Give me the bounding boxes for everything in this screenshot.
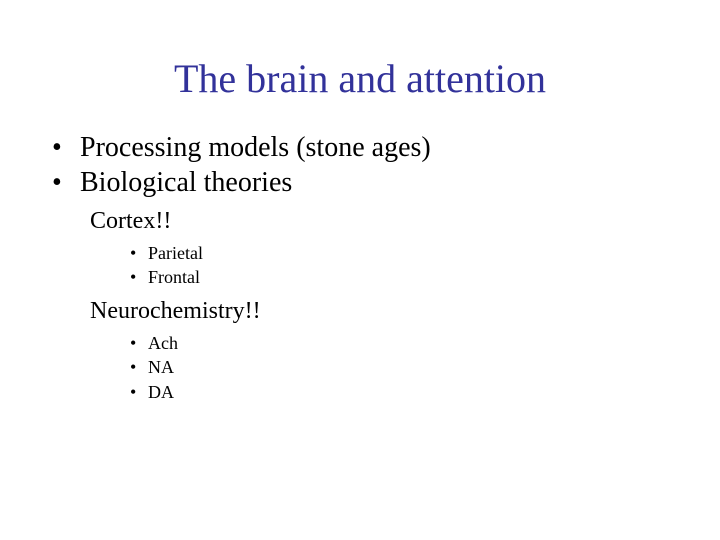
- bullet-list-level3: • Ach • NA • DA: [130, 331, 720, 404]
- list-item: • DA: [130, 380, 720, 404]
- bullet-icon: •: [52, 130, 80, 165]
- list-item-text: Ach: [148, 331, 178, 355]
- bullet-icon: •: [130, 355, 148, 379]
- slide: The brain and attention • Processing mod…: [0, 0, 720, 540]
- bullet-icon: •: [130, 380, 148, 404]
- list-item: • Parietal: [130, 241, 720, 265]
- slide-title: The brain and attention: [0, 55, 720, 102]
- list-item: • Biological theories: [52, 165, 720, 200]
- list-item-text: NA: [148, 355, 174, 379]
- list-item-text: Parietal: [148, 241, 203, 265]
- list-item-text: DA: [148, 380, 174, 404]
- bullet-icon: •: [130, 331, 148, 355]
- sub-heading: Neurochemistry!!: [90, 296, 720, 327]
- sub-heading: Cortex!!: [90, 206, 720, 237]
- bullet-list-level1: • Processing models (stone ages) • Biolo…: [52, 130, 720, 200]
- list-item-text: Biological theories: [80, 165, 292, 200]
- list-item-text: Frontal: [148, 265, 200, 289]
- bullet-list-level3: • Parietal • Frontal: [130, 241, 720, 290]
- bullet-icon: •: [130, 265, 148, 289]
- list-item-text: Processing models (stone ages): [80, 130, 431, 165]
- list-item: • Ach: [130, 331, 720, 355]
- bullet-icon: •: [130, 241, 148, 265]
- list-item: • NA: [130, 355, 720, 379]
- list-item: • Processing models (stone ages): [52, 130, 720, 165]
- list-item: • Frontal: [130, 265, 720, 289]
- bullet-icon: •: [52, 165, 80, 200]
